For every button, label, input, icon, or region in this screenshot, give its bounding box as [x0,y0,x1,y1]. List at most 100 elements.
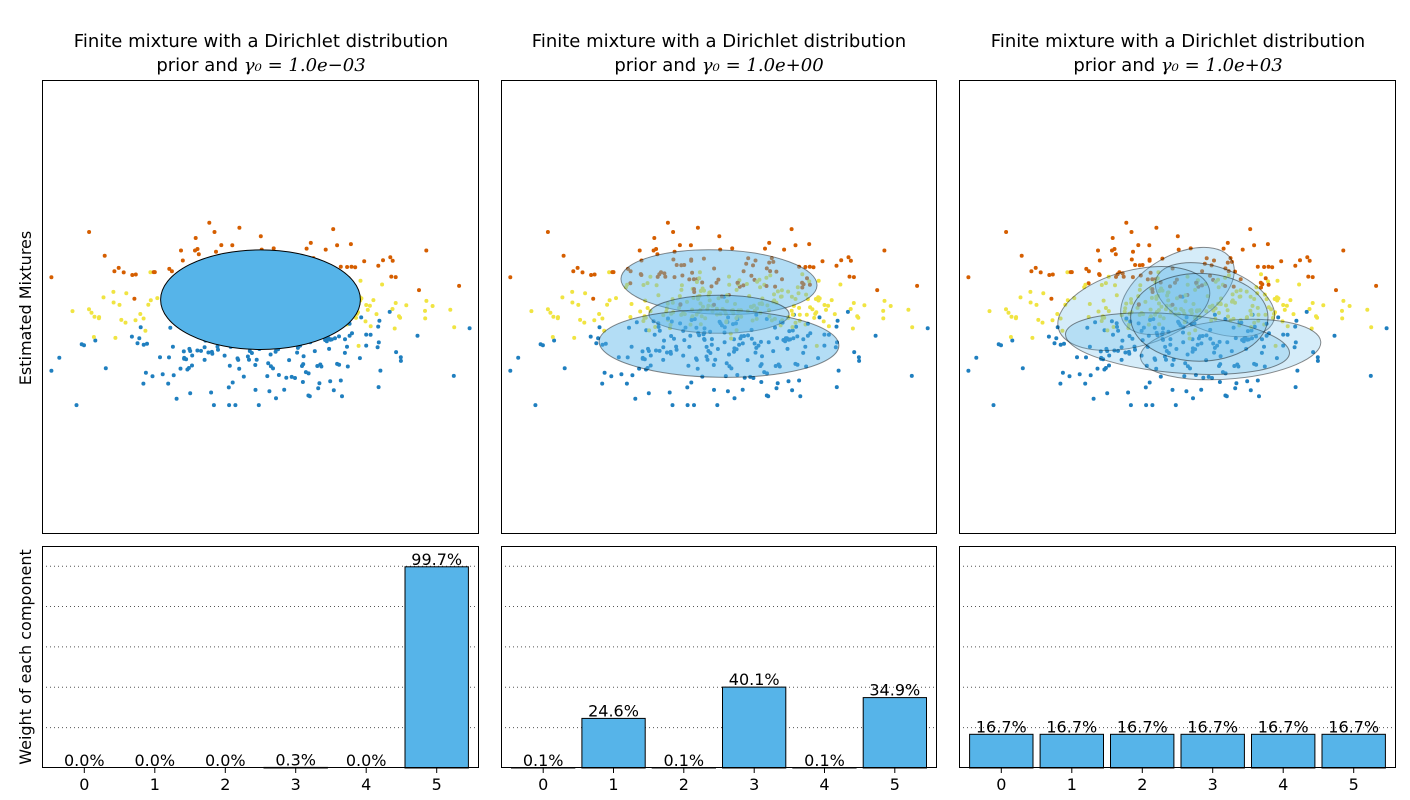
scatter-point [1185,274,1190,279]
scatter-point [1310,275,1315,280]
scatter-point [1206,374,1211,379]
scatter-point [308,240,313,245]
scatter-point [457,283,462,288]
scatter-point [430,304,435,308]
scatter-point [607,270,612,275]
scatter-point [703,316,708,321]
scatter-point [1169,309,1173,314]
scatter-point [692,287,696,292]
scatter-point [1099,283,1104,287]
scatter-point [768,269,773,274]
scatter-point [1013,316,1018,321]
scatter-point [358,278,363,283]
scatter-point [1187,336,1192,341]
scatter-point [130,273,135,277]
scatter-point [709,284,714,289]
scatter-point [102,253,107,258]
scatter-point [452,325,457,330]
scatter-point [1084,266,1089,271]
ylabel-weight: Weight of each component [16,549,35,765]
scatter-point [1103,281,1108,286]
scatter-point [696,330,701,335]
scatter-point [1297,282,1302,287]
scatter-point [111,300,116,305]
scatter-point [451,373,456,378]
scatter-point [1141,325,1146,330]
scatter-point [769,318,774,323]
scatter-point [1112,348,1117,353]
scatter-point [357,356,362,361]
scatter-point [791,303,796,308]
scatter-point [716,296,721,301]
bar-value-label: 40.1% [729,670,780,689]
scatter-point [1097,258,1102,263]
scatter-point [697,276,702,281]
scatter-point [155,296,160,301]
scatter-point [712,387,716,392]
scatter-point [805,276,809,281]
scatter-point [1147,257,1152,262]
scatter-point [797,318,802,323]
scatter-point [820,259,825,264]
scatter-point [1230,292,1235,297]
scatter-point [1119,313,1124,318]
scatter-point [1148,314,1153,319]
scatter-point [404,303,409,308]
scatter-point [138,325,143,330]
ylabel-estimated-mixtures: Estimated Mixtures [16,231,35,385]
scatter-point [727,274,731,279]
scatter-point [1127,311,1132,316]
scatter-point [169,269,174,274]
scatter-point [1219,296,1223,301]
scatter-point [966,368,971,373]
x-tick-label: 4 [1278,775,1288,794]
scatter-point [747,294,752,299]
scatter-point [694,280,699,284]
scatter-point [1128,319,1133,324]
scatter-point [89,310,94,315]
scatter-point [362,259,367,264]
scatter-point [1058,381,1063,386]
scatter-point [148,298,153,303]
scatter-point [571,269,576,274]
scatter-point [661,345,666,350]
scatter-point [1307,258,1312,263]
scatter-point [1161,316,1166,321]
scatter-point [1304,309,1309,314]
scatter-point [1218,302,1223,307]
scatter-point [1280,319,1285,324]
scatter-point [662,271,667,276]
scatter-point [304,246,309,251]
scatter-point [1145,277,1150,282]
scatter-point [368,332,373,337]
scatter-point [734,316,739,321]
scatter-point [1148,270,1153,275]
scatter-point [1190,349,1195,354]
scatter-point [268,364,273,369]
scatter-point [1194,280,1199,285]
scatter-point [851,301,856,305]
scatter-point [1181,308,1186,313]
scatter-point [644,328,649,333]
scatter-point [329,337,334,342]
scatter-point [1147,380,1152,385]
scatter-point [1294,318,1299,323]
scatter-point [744,261,749,266]
scatter-point [661,357,666,362]
scatter-point [582,320,587,325]
scatter-point [634,320,639,325]
scatter-point [906,307,911,312]
scatter-point [1260,337,1264,342]
scatter-point [1315,358,1320,363]
scatter-point [1038,270,1043,275]
scatter-point [1229,259,1234,264]
scatter-point [1124,316,1129,321]
scatter-point [822,332,827,337]
scatter-point [1019,253,1024,258]
scatter-point [533,403,538,408]
scatter-point [744,282,749,286]
scatter-point [1166,351,1171,355]
scatter-point [730,308,735,313]
bar-frame [959,546,1396,768]
scatter-point [754,312,759,317]
